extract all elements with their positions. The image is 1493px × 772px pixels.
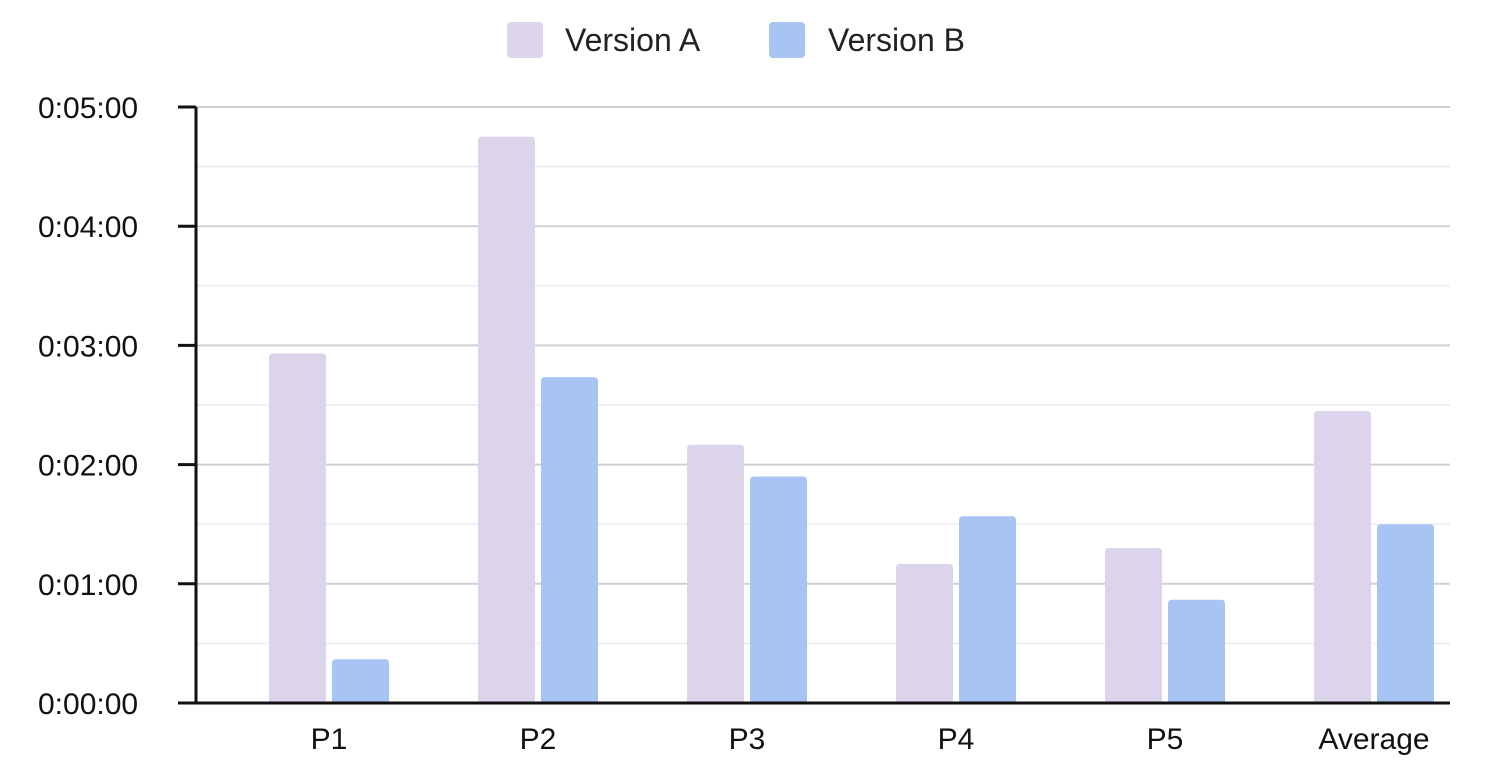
y-tick-label: 0:05:00 bbox=[38, 92, 138, 125]
x-tick-label: P4 bbox=[938, 723, 975, 756]
y-tick-label: 0:03:00 bbox=[38, 330, 138, 363]
legend-swatch-version-b[interactable] bbox=[769, 22, 805, 58]
x-tick-label: P2 bbox=[520, 723, 557, 756]
bar-version-b-average[interactable] bbox=[1377, 524, 1434, 703]
y-tick-label: 0:00:00 bbox=[38, 688, 138, 721]
legend-label-version-a[interactable]: Version A bbox=[565, 22, 701, 58]
bar-version-a-p4[interactable] bbox=[896, 563, 953, 703]
bar-version-a-p1[interactable] bbox=[269, 353, 326, 703]
bars bbox=[269, 136, 1434, 704]
bar-version-b-p2[interactable] bbox=[541, 377, 598, 703]
bar-version-b-p4[interactable] bbox=[959, 516, 1016, 703]
legend-swatch-version-a[interactable] bbox=[507, 22, 543, 58]
y-tick-labels: 0:00:00 0:01:00 0:02:00 0:03:00 0:04:00 0:05:… bbox=[38, 92, 138, 721]
x-tick-labels: P1 P2 P3 P4 P5 Average bbox=[311, 723, 1430, 756]
legend: Version A Version B bbox=[507, 22, 965, 58]
bar-version-b-p3[interactable] bbox=[750, 476, 807, 703]
x-tick-label: P3 bbox=[729, 723, 766, 756]
axes bbox=[178, 105, 1450, 705]
bar-version-b-p1[interactable] bbox=[332, 659, 389, 703]
bar-version-b-p5[interactable] bbox=[1168, 599, 1225, 703]
y-tick-label: 0:04:00 bbox=[38, 211, 138, 244]
y-tick-label: 0:02:00 bbox=[38, 450, 138, 483]
y-tick-label: 0:01:00 bbox=[38, 569, 138, 602]
bar-version-a-p3[interactable] bbox=[687, 444, 744, 703]
bar-version-a-p5[interactable] bbox=[1105, 548, 1162, 703]
bar-version-a-average[interactable] bbox=[1314, 410, 1371, 703]
x-tick-label: P5 bbox=[1147, 723, 1184, 756]
x-tick-label: Average bbox=[1318, 723, 1429, 756]
legend-label-version-b[interactable]: Version B bbox=[828, 22, 965, 58]
bar-version-a-p2[interactable] bbox=[478, 136, 535, 704]
grid-lines bbox=[196, 106, 1450, 645]
x-tick-label: P1 bbox=[311, 723, 348, 756]
